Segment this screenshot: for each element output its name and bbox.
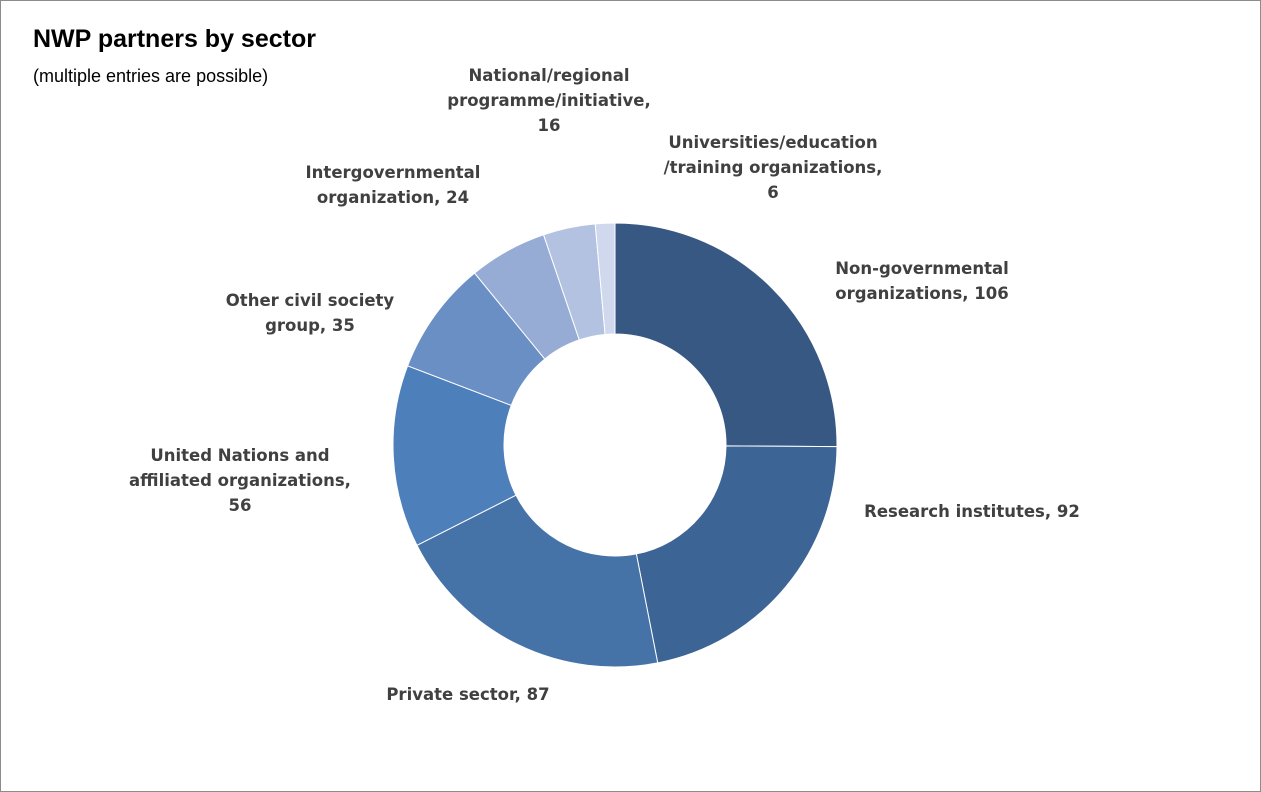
slice-label-line: affiliated organizations,: [129, 471, 351, 490]
slice-labels: Non-governmental organizations, 106 Resear…: [129, 66, 1080, 704]
slice-private-sector: [416, 494, 659, 668]
slice-label-line: programme/initiative,: [447, 91, 650, 110]
doughnut-slices: [392, 222, 838, 668]
slice-label-line: National/regional: [468, 66, 629, 85]
slice-universities-education-training-organizations: [594, 222, 616, 335]
slice-label: Private sector, 87: [386, 685, 549, 704]
slice-research-institutes: [635, 445, 838, 664]
slice-label-line: Research institutes, 92: [864, 502, 1080, 521]
slice-label-line: organizations, 106: [835, 284, 1008, 303]
slice-label-line: 56: [229, 496, 252, 515]
slice-label-line: Non-governmental: [835, 259, 1009, 278]
slice-label: Intergovernmental organization, 24: [306, 163, 481, 207]
slice-label-line: 6: [767, 183, 778, 202]
slice-label-line: group, 35: [265, 316, 355, 335]
slice-label-line: Other civil society: [226, 291, 395, 310]
slice-label: Research institutes, 92: [864, 502, 1080, 521]
slice-label: Universities/education/training organiza…: [664, 133, 883, 202]
slice-label-line: Universities/education: [668, 133, 877, 152]
slice-label-line: 16: [538, 116, 561, 135]
slice-non-governmental-organizations: [614, 222, 838, 448]
chart-title: NWP partners by sector: [33, 25, 316, 53]
slice-label: Non-governmental organizations, 106: [835, 259, 1009, 303]
slice-label-line: Private sector, 87: [386, 685, 549, 704]
slice-label-line: United Nations and: [150, 446, 329, 465]
slice-label-line: /training organizations,: [664, 158, 883, 177]
slice-label: United Nations and affiliated organizatio…: [129, 446, 351, 515]
chart-subtitle: (multiple entries are possible): [33, 66, 269, 86]
slice-label-line: Intergovernmental: [306, 163, 481, 182]
slice-label: National/regional programme/initiative, 16: [447, 66, 650, 135]
slice-label: Other civil society group, 35: [226, 291, 395, 335]
slice-label-line: organization, 24: [317, 188, 469, 207]
